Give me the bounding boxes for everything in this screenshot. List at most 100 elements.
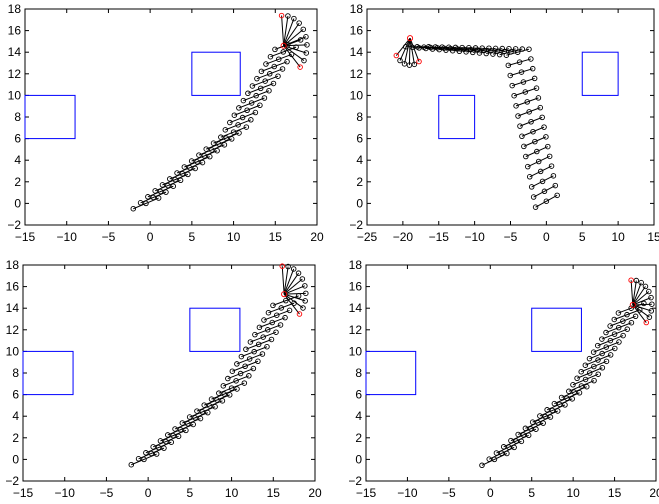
fan-joint	[649, 301, 655, 307]
trajectory-snapshot-joint	[439, 44, 445, 50]
fan-joint	[279, 263, 285, 269]
fan-link	[283, 45, 307, 54]
trajectory-snapshot-joint	[599, 350, 605, 357]
trajectory-snapshot-joint	[590, 349, 597, 355]
trajectory-snapshot-joint	[208, 396, 215, 402]
trajectory-snapshot-joint	[234, 386, 240, 392]
trajectory-snapshot-joint	[595, 357, 601, 363]
trajectory-snapshot-joint	[192, 165, 198, 172]
trajectory-snapshot-link	[581, 360, 607, 373]
x-tick-label: −5	[100, 486, 114, 500]
fan-pivot	[629, 301, 636, 309]
fan-joint	[303, 34, 309, 40]
trajectory-snapshot-joint	[526, 174, 533, 180]
fan-link	[283, 293, 306, 302]
trajectory-snapshot-joint	[537, 413, 543, 419]
x-tick-label: 15	[608, 486, 622, 500]
trajectory-snapshot-joint	[582, 362, 589, 368]
trajectory-snapshot-link	[609, 315, 636, 327]
trajectory-snapshot-joint	[452, 44, 459, 51]
trajectory-snapshot-joint	[569, 396, 576, 402]
fan-link	[395, 37, 411, 56]
fan-joint	[303, 290, 309, 297]
trajectory-snapshot-joint	[500, 444, 507, 450]
trajectory-snapshot-link	[263, 309, 290, 321]
trajectory-snapshot-joint	[148, 450, 155, 457]
trajectory-snapshot-joint	[584, 383, 590, 390]
x-tick-label: −10	[397, 486, 418, 500]
trajectory-snapshot-joint	[263, 61, 269, 67]
trajectory-snapshot-joint	[277, 322, 284, 328]
trajectory-snapshot-joint	[276, 56, 282, 62]
fan-link	[409, 37, 420, 62]
trajectory-snapshot-joint	[541, 188, 548, 195]
trajectory-snapshot-joint	[266, 71, 273, 77]
trajectory-snapshot-joint	[459, 44, 465, 51]
trajectory-snapshot-joint	[210, 140, 217, 146]
fan-link	[404, 38, 411, 64]
trajectory-snapshot-joint	[486, 456, 492, 462]
y-tick-label: 12	[349, 323, 363, 337]
trajectory-snapshot-link	[223, 375, 250, 387]
trajectory-snapshot-joint	[264, 343, 270, 350]
trajectory-snapshot-joint	[278, 305, 285, 311]
trajectory-snapshot-link	[523, 136, 547, 147]
trajectory-snapshot-joint	[242, 363, 248, 370]
trajectory-snapshot-link	[533, 185, 556, 198]
trajectory-snapshot-joint	[552, 182, 559, 189]
trajectory-snapshot-joint	[517, 123, 523, 129]
obstacle-rect	[24, 94, 76, 140]
trajectory-snapshot-link	[254, 324, 281, 336]
y-tick-label: −2	[5, 474, 19, 488]
y-tick-label: 12	[350, 67, 364, 81]
trajectory-snapshot-joint	[262, 78, 268, 84]
trajectory-snapshot-joint	[226, 392, 233, 398]
trajectory-snapshot-joint	[150, 194, 157, 201]
trajectory-snapshot-link	[568, 380, 595, 392]
trajectory-snapshot-joint	[225, 375, 231, 382]
trajectory-snapshot-joint	[472, 45, 479, 51]
trajectory-snapshot-joint	[624, 326, 631, 332]
x-tick-label: 15	[267, 486, 281, 500]
trajectory-snapshot-link	[234, 104, 261, 116]
trajectory-snapshot-link	[527, 155, 550, 168]
fan-joint	[300, 305, 306, 311]
trajectory-snapshot-joint	[591, 377, 597, 384]
y-tick-label: 18	[350, 2, 364, 16]
trajectory-snapshot-link	[154, 179, 181, 192]
fan-link	[283, 266, 289, 295]
trajectory-snapshot-link	[238, 97, 265, 109]
trajectory-snapshot-joint	[541, 124, 547, 130]
fan-joint	[628, 277, 634, 283]
trajectory-snapshot-joint	[543, 198, 550, 204]
fan-joint	[304, 42, 310, 48]
trajectory-snapshot-joint	[248, 117, 254, 123]
fan-joint	[643, 319, 650, 326]
trajectory-snapshot-joint	[595, 371, 601, 377]
trajectory-snapshot-joint	[241, 380, 248, 386]
fan-pivot	[280, 42, 287, 49]
trajectory-snapshot-joint	[578, 383, 585, 389]
trajectory-snapshot-joint	[599, 336, 605, 342]
trajectory-snapshot-joint	[243, 346, 249, 353]
y-tick-label: 10	[349, 344, 363, 358]
obstacle-rect	[365, 350, 417, 396]
trajectory-snapshot-joint	[564, 395, 570, 401]
trajectory-snapshot-joint	[172, 426, 178, 432]
trajectory-snapshot-joint	[535, 419, 541, 426]
trajectory-snapshot-joint	[499, 45, 506, 52]
trajectory-snapshot-joint	[253, 92, 259, 99]
trajectory-snapshot-joint	[524, 99, 530, 105]
trajectory-snapshot-joint	[161, 445, 167, 451]
trajectory-snapshot-joint	[586, 370, 593, 376]
trajectory-snapshot-joint	[522, 425, 529, 432]
trajectory-snapshot-joint	[252, 109, 259, 116]
trajectory-snapshot-joint	[574, 375, 580, 381]
trajectory-snapshot-joint	[208, 147, 215, 153]
trajectory-snapshot-link	[191, 150, 218, 162]
x-tick-label: −5	[442, 486, 456, 500]
trajectory-snapshot-joint	[628, 305, 634, 311]
trajectory-snapshot-link	[614, 309, 640, 320]
trajectory-snapshot-joint	[520, 79, 527, 85]
trajectory-snapshot-link	[232, 360, 259, 372]
